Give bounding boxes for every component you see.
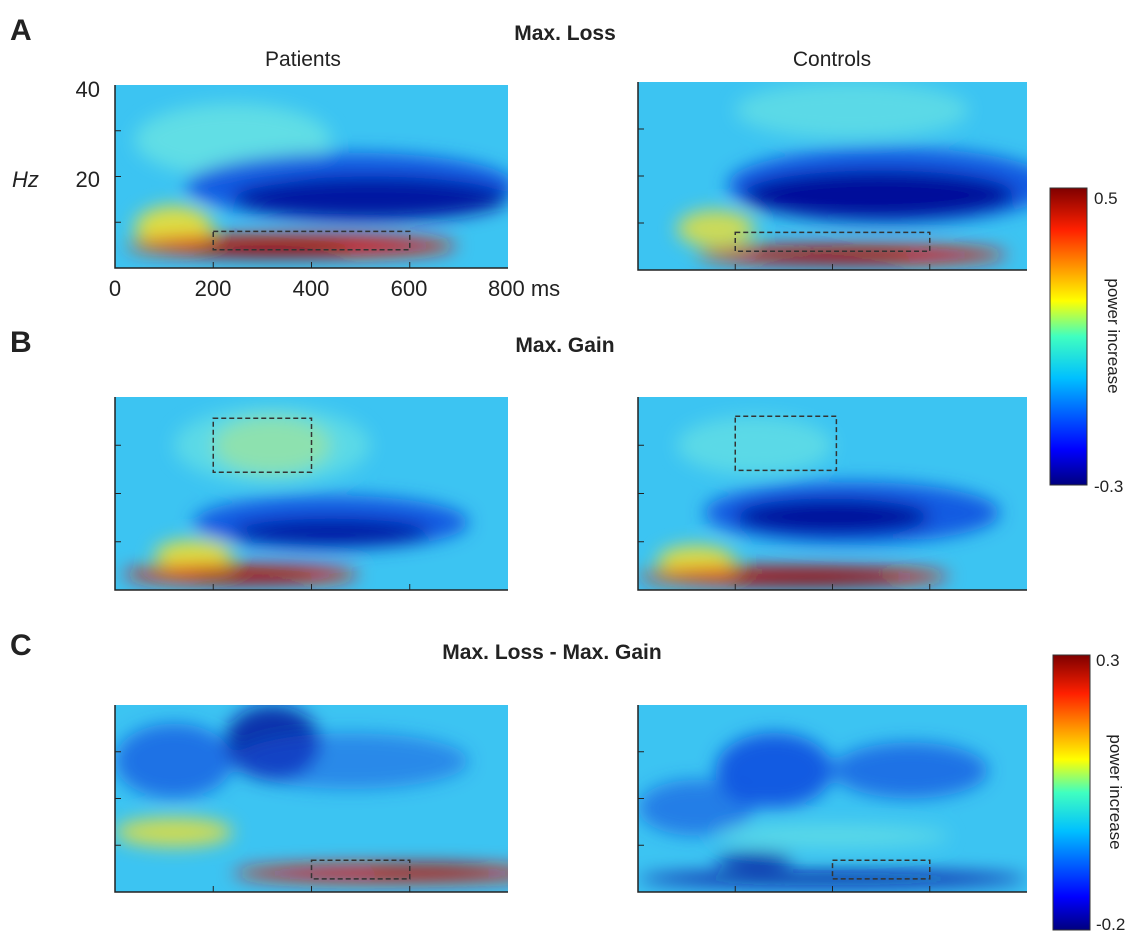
heatmap-blob (154, 539, 233, 571)
axes (114, 85, 508, 269)
heatmap (638, 397, 1027, 590)
colorbar (1049, 187, 1088, 486)
y-axis-label: Hz (12, 167, 39, 192)
heatmap-blobs (638, 733, 1027, 887)
heatmap-blob (232, 733, 469, 790)
heatmap (115, 397, 508, 590)
x-tick-label: 400 (293, 276, 330, 301)
y-tick-label: 20 (76, 167, 100, 192)
column-header: Patients (265, 48, 341, 71)
x-tick-label: 0 (109, 276, 121, 301)
axes (637, 82, 1027, 271)
axes (114, 397, 508, 591)
colorbar-max: 0.5 (1094, 189, 1118, 208)
column-header: Controls (793, 48, 871, 71)
heatmap (638, 82, 1027, 270)
roi-box (734, 231, 931, 252)
roi-box (831, 859, 931, 880)
axes (114, 705, 508, 893)
colorbar-max: 0.3 (1096, 651, 1120, 670)
colorbar (1052, 654, 1091, 931)
roi-box (212, 417, 313, 474)
panel-title: Max. Loss (514, 22, 616, 45)
roi-box (310, 859, 411, 880)
heatmap-blobs (115, 705, 508, 883)
heatmap-blob (115, 723, 233, 799)
x-tick-label: 200 (195, 276, 232, 301)
panel-title: Max. Gain (515, 334, 614, 357)
heatmap-blobs (638, 416, 1000, 587)
x-tick-label: 800 ms (488, 276, 560, 301)
heatmap-blob (735, 499, 930, 535)
heatmap-blob (715, 733, 833, 808)
heatmap (115, 705, 508, 892)
heatmap-blobs (126, 103, 508, 258)
roi-box (212, 230, 411, 251)
heatmap-blob (754, 251, 911, 263)
heatmap-blobs (122, 406, 469, 585)
colorbar-label: power increase (1106, 734, 1125, 849)
colorbar-min: -0.2 (1096, 915, 1125, 934)
heatmap-blob (232, 176, 508, 221)
heatmap-blob (676, 416, 833, 475)
panel-label: B (10, 326, 32, 359)
roi-box (734, 415, 838, 472)
heatmap-blob (832, 742, 989, 799)
heatmap-blob (370, 863, 489, 876)
heatmap-blob (727, 570, 899, 587)
panel-label: C (10, 629, 32, 662)
heatmap-blob (735, 82, 969, 139)
heatmap-blob (232, 518, 430, 546)
heatmap-blob (715, 824, 950, 848)
heatmap-blob (193, 570, 312, 583)
heatmap-blob (676, 209, 755, 248)
x-tick-label: 600 (391, 276, 428, 301)
heatmap-blob (743, 170, 1016, 220)
heatmap-blob (715, 852, 794, 868)
heatmap-blob (173, 406, 371, 484)
panel-label: A (10, 14, 32, 47)
colorbar-min: -0.3 (1094, 477, 1123, 496)
colorbar-label: power increase (1104, 278, 1123, 393)
axes (637, 705, 1027, 893)
panel-title: Max. Loss - Max. Gain (442, 641, 661, 664)
axes (637, 397, 1027, 591)
heatmaps (114, 82, 1027, 893)
heatmap-blob (115, 817, 233, 848)
heatmap-blob (638, 779, 755, 836)
y-tick-label: 40 (76, 77, 100, 102)
heatmap (115, 85, 508, 268)
